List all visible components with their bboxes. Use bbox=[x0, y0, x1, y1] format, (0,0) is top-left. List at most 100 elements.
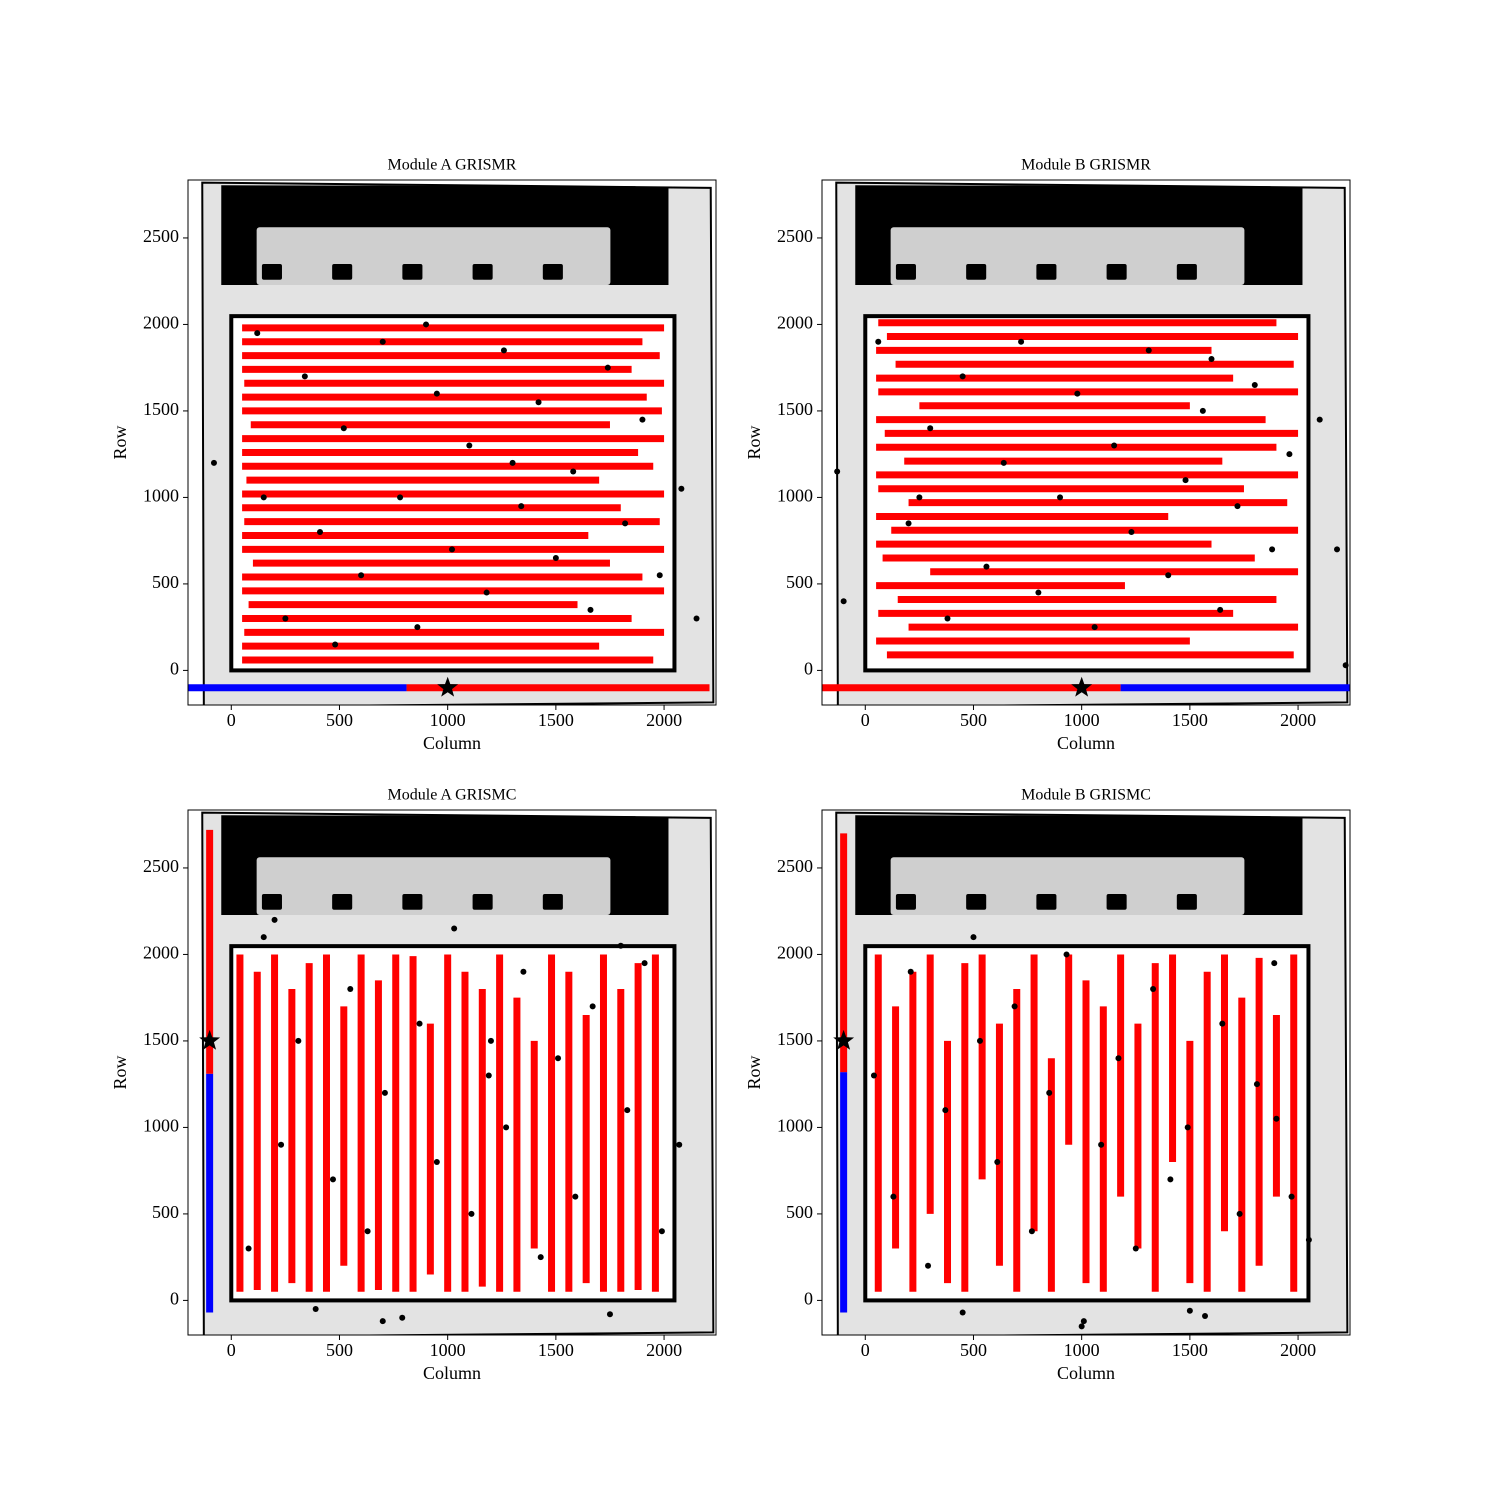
y-tick-label: 500 bbox=[786, 1202, 813, 1222]
y-tick-label: 1500 bbox=[143, 1029, 179, 1049]
source bbox=[466, 442, 473, 449]
source bbox=[1182, 477, 1189, 484]
source bbox=[433, 390, 440, 397]
chart-title: Module B GRISMR bbox=[1021, 157, 1151, 174]
mask-pad bbox=[966, 894, 987, 910]
mask-pad bbox=[1036, 264, 1057, 280]
source bbox=[678, 485, 685, 492]
x-tick-label: 1500 bbox=[1172, 1340, 1208, 1360]
source bbox=[500, 347, 507, 354]
y-tick-label: 1000 bbox=[777, 1116, 813, 1136]
source bbox=[518, 503, 525, 510]
mask-pad bbox=[1036, 894, 1057, 910]
source bbox=[916, 494, 923, 501]
source bbox=[1236, 1210, 1243, 1217]
source bbox=[483, 589, 490, 596]
source bbox=[312, 1306, 319, 1313]
y-tick-label: 2500 bbox=[777, 226, 813, 246]
source bbox=[944, 615, 951, 622]
x-axis-label: Column bbox=[1057, 733, 1115, 753]
reference-star bbox=[833, 1029, 855, 1050]
mask-pad bbox=[542, 894, 563, 910]
x-axis-label: Column bbox=[423, 1363, 481, 1383]
source bbox=[503, 1124, 510, 1131]
y-axis-label: Row bbox=[110, 425, 130, 459]
source bbox=[260, 494, 267, 501]
source bbox=[907, 968, 914, 975]
source bbox=[656, 572, 663, 579]
x-axis-label: Column bbox=[1057, 1363, 1115, 1383]
detector-box bbox=[229, 944, 677, 1303]
x-tick-label: 2000 bbox=[1280, 1340, 1316, 1360]
source bbox=[1057, 494, 1064, 501]
source bbox=[658, 1228, 665, 1235]
y-tick-label: 1500 bbox=[777, 1029, 813, 1049]
source bbox=[1063, 951, 1070, 958]
source bbox=[1028, 1228, 1035, 1235]
source bbox=[1342, 662, 1349, 669]
mask-pad bbox=[402, 894, 423, 910]
y-tick-label: 2000 bbox=[777, 313, 813, 333]
y-tick-label: 1500 bbox=[143, 399, 179, 419]
source bbox=[1273, 1115, 1280, 1122]
x-tick-label: 2000 bbox=[646, 710, 682, 730]
x-tick-label: 1500 bbox=[538, 710, 574, 730]
x-tick-label: 1000 bbox=[1064, 1340, 1100, 1360]
source bbox=[994, 1159, 1001, 1166]
source bbox=[1035, 589, 1042, 596]
y-tick-label: 2500 bbox=[143, 856, 179, 876]
reference-star bbox=[1071, 676, 1093, 697]
source bbox=[834, 468, 841, 475]
x-axis-label: Column bbox=[423, 733, 481, 753]
y-tick-label: 2000 bbox=[143, 943, 179, 963]
source bbox=[347, 986, 354, 993]
mask-pad bbox=[1176, 894, 1197, 910]
source bbox=[1111, 442, 1118, 449]
mask-pad bbox=[1176, 264, 1197, 280]
source bbox=[1165, 572, 1172, 579]
source bbox=[959, 1309, 966, 1316]
y-tick-label: 500 bbox=[152, 1202, 179, 1222]
source bbox=[959, 373, 966, 380]
y-axis-label: Row bbox=[110, 1055, 130, 1089]
y-axis-label: Row bbox=[744, 425, 764, 459]
axes-frame bbox=[821, 809, 1351, 1336]
source bbox=[254, 330, 261, 337]
source bbox=[1199, 407, 1206, 414]
source bbox=[433, 1159, 440, 1166]
source bbox=[414, 624, 421, 631]
source bbox=[1202, 1312, 1209, 1319]
y-tick-label: 1500 bbox=[777, 399, 813, 419]
chart-title: Module A GRISMC bbox=[388, 787, 517, 804]
source bbox=[1080, 1318, 1087, 1325]
source bbox=[1011, 1003, 1018, 1010]
source bbox=[1334, 546, 1341, 553]
mask-pad bbox=[1106, 894, 1127, 910]
source bbox=[840, 598, 847, 605]
source bbox=[905, 520, 912, 527]
x-tick-label: 0 bbox=[227, 710, 236, 730]
source bbox=[245, 1245, 252, 1252]
source bbox=[1316, 416, 1323, 423]
y-tick-label: 1000 bbox=[143, 486, 179, 506]
y-tick-label: 2000 bbox=[777, 943, 813, 963]
x-tick-label: 1500 bbox=[538, 1340, 574, 1360]
mask-pad bbox=[895, 894, 916, 910]
source bbox=[332, 641, 339, 648]
source bbox=[1018, 338, 1025, 345]
mask-pad bbox=[895, 264, 916, 280]
panel bbox=[833, 811, 1349, 1335]
source bbox=[379, 1318, 386, 1325]
mask-pad bbox=[1106, 264, 1127, 280]
source bbox=[451, 925, 458, 932]
source bbox=[1184, 1124, 1191, 1131]
y-tick-label: 1000 bbox=[143, 1116, 179, 1136]
mask-pad bbox=[472, 894, 493, 910]
source bbox=[1208, 356, 1215, 363]
x-tick-label: 1000 bbox=[1064, 710, 1100, 730]
mask-pad bbox=[332, 264, 353, 280]
y-tick-label: 0 bbox=[170, 1289, 179, 1309]
source bbox=[1251, 381, 1258, 388]
source bbox=[555, 1055, 562, 1062]
